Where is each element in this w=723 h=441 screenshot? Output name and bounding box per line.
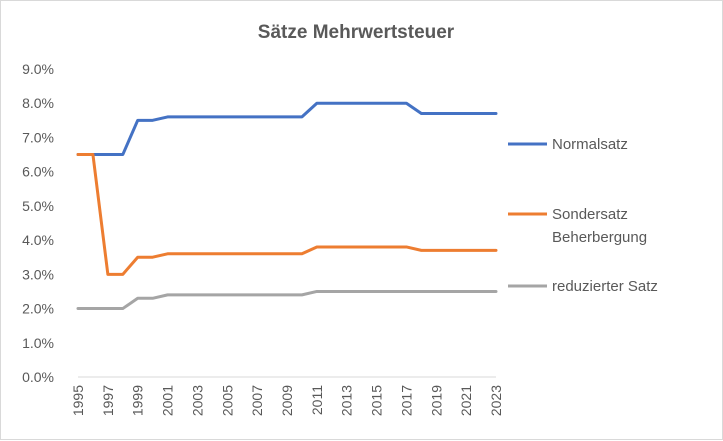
legend-label: Sondersatz: [552, 206, 628, 223]
x-tick-label: 1999: [130, 385, 146, 416]
x-axis: 1995 1997 1999 2001 2003 2005 2007 2009 2011 2013…: [70, 376, 504, 416]
y-tick-label: 9.0%: [22, 61, 54, 77]
x-tick-label: 1995: [70, 385, 86, 416]
y-tick-label: 8.0%: [22, 95, 54, 111]
x-tick-label: 2007: [249, 385, 265, 416]
x-tick-label: 2013: [339, 385, 355, 416]
chart-title: Sätze Mehrwertsteuer: [258, 22, 455, 43]
y-tick-label: 7.0%: [22, 129, 54, 145]
x-tick-label: 2003: [189, 385, 205, 416]
x-tick-label: 2001: [160, 385, 176, 416]
x-tick-label: 1997: [100, 385, 116, 416]
y-tick-label: 5.0%: [22, 198, 54, 214]
legend-label: Normalsatz: [552, 136, 628, 153]
x-tick-label: 2021: [458, 385, 474, 416]
legend-label: reduzierter Satz: [552, 278, 658, 295]
legend-label: Beherbergung: [552, 229, 647, 246]
series-line-3: [76, 289, 498, 311]
x-tick-label: 2017: [398, 385, 414, 416]
x-tick-label: 2011: [309, 385, 325, 415]
y-tick-label: 1.0%: [22, 335, 54, 351]
y-tick-label: 4.0%: [22, 232, 54, 248]
x-tick-label: 2009: [279, 385, 295, 416]
x-tick-label: 2015: [369, 385, 385, 416]
y-axis: 0.0% 1.0% 2.0% 3.0% 4.0% 5.0% 6.0% 7.0% 8.0% 9.0%: [22, 61, 54, 385]
x-tick-label: 2023: [488, 385, 504, 416]
x-tick-label: 2019: [428, 385, 444, 416]
series-layer: [76, 101, 498, 311]
y-tick-label: 0.0%: [22, 369, 54, 385]
legend: Normalsatz Sondersatz Beherbergung reduzier…: [508, 136, 658, 295]
y-tick-label: 2.0%: [22, 301, 54, 317]
y-tick-label: 6.0%: [22, 164, 54, 180]
y-tick-label: 3.0%: [22, 266, 54, 282]
series-line-1: [76, 101, 498, 157]
series-line-2: [76, 153, 498, 276]
x-tick-label: 2005: [219, 385, 235, 416]
